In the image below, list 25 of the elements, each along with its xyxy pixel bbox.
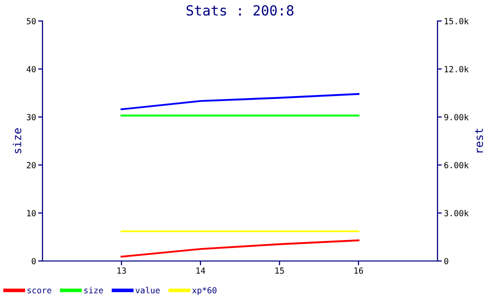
- y2-tick-label: 15.0k: [444, 18, 469, 24]
- legend-label: value: [136, 286, 160, 294]
- y-tick-label: 40: [26, 66, 36, 72]
- chart-title: Stats : 200:8: [186, 5, 294, 16]
- x-tick-label: 15: [275, 268, 284, 274]
- y2-tick-label: 0: [444, 258, 448, 264]
- line-series: [120, 93, 360, 110]
- y2-tick-label: 12.0k: [444, 66, 469, 72]
- y-tick-label: 10: [27, 210, 36, 216]
- x-tick-label: 16: [354, 267, 363, 274]
- y-axis-title: size: [12, 128, 22, 154]
- y-tick-label: 50: [26, 18, 36, 24]
- x-tick-label: 14: [196, 268, 206, 274]
- y2-tick-label: 3.00k: [444, 210, 469, 216]
- line-series: [120, 239, 360, 258]
- y2-tick-label: 6.00k: [444, 162, 469, 168]
- y2-tick-label: 9.00k: [444, 114, 469, 120]
- x-tick-label: 13: [117, 267, 126, 274]
- legend-label: size: [84, 286, 103, 294]
- y-tick-label: 0: [32, 258, 36, 264]
- legend-label: xp*60: [192, 287, 216, 295]
- y2-axis-title: rest: [475, 128, 484, 152]
- y-tick-label: 30: [26, 114, 36, 120]
- legend-label: score: [28, 288, 52, 294]
- y-tick-label: 20: [26, 162, 36, 168]
